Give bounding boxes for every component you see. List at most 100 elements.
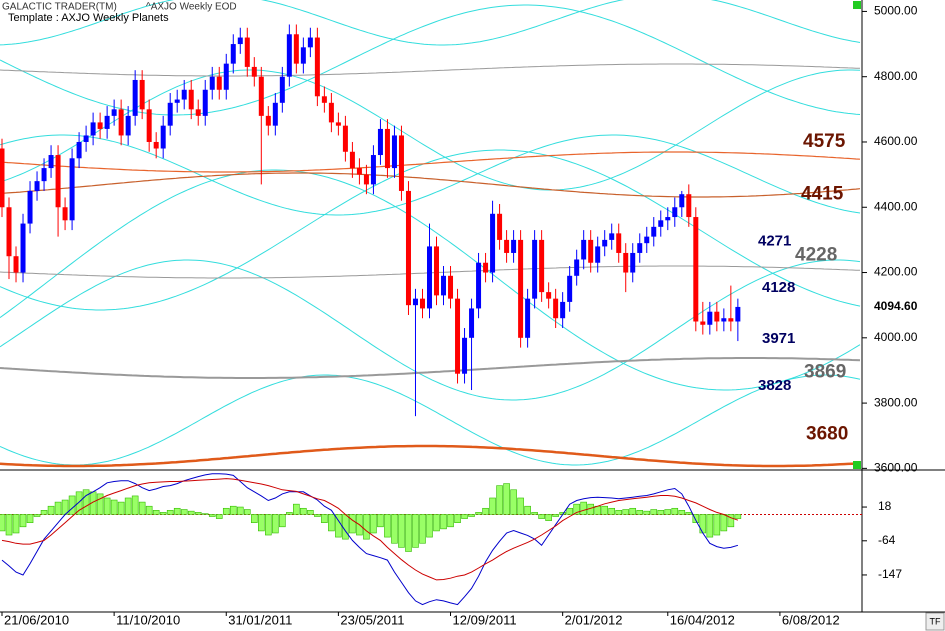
candle-body (118, 109, 124, 136)
level-label: 4575 (803, 131, 846, 152)
candle-body (125, 115, 131, 136)
histogram-bar (159, 512, 167, 515)
level-label: 3680 (806, 423, 848, 444)
histogram-bar (601, 505, 609, 515)
histogram-bar (349, 514, 356, 534)
candle-body (265, 115, 271, 126)
histogram-bar (33, 514, 41, 517)
histogram-bar (643, 510, 651, 515)
candle-body (153, 141, 159, 149)
x-tick-label: 12/09/2011 (453, 612, 517, 627)
histogram-bar (173, 507, 181, 515)
histogram-bar (117, 501, 125, 515)
histogram-bar (26, 514, 34, 523)
candle-body (609, 233, 615, 240)
histogram-bar (314, 514, 321, 517)
candle-body (665, 217, 671, 221)
header-app: GALACTIC TRADER(TM) (2, 2, 117, 13)
histogram-bar (510, 489, 517, 515)
candle-body (405, 190, 411, 306)
candle-body (139, 79, 145, 110)
y-tick-label: 4600.00 (874, 134, 918, 148)
candle-body (497, 213, 503, 240)
candle-body (55, 155, 61, 208)
candle-body (419, 298, 425, 309)
candle-body (511, 239, 517, 253)
candle-body (160, 125, 166, 149)
candle-body (518, 239, 524, 338)
x-tick-label: 6/08/2012 (782, 612, 840, 627)
histogram-bar (131, 495, 139, 515)
histogram-bar (664, 509, 672, 515)
level-label: 3869 (804, 362, 846, 383)
histogram-bar (47, 505, 55, 515)
histogram-bar (580, 501, 587, 515)
candle-body (111, 109, 117, 116)
candle-body (181, 89, 187, 100)
histogram-bar (720, 514, 728, 532)
candle-body (97, 122, 103, 129)
histogram-bar (426, 514, 433, 538)
histogram-bar (524, 505, 531, 515)
y-tick-label: 3800.00 (874, 395, 918, 409)
x-tick-label: 11/10/2010 (116, 612, 180, 627)
candle-body (104, 115, 110, 129)
candle-body (279, 76, 285, 103)
candle-body (69, 158, 75, 221)
candle-body (6, 207, 12, 257)
y-tick-label: 5000.00 (874, 4, 918, 18)
histogram-bar (692, 514, 700, 523)
candle-body (448, 275, 454, 299)
histogram-bar (96, 493, 104, 515)
histogram-bar (377, 514, 384, 528)
candle-body (532, 239, 538, 299)
histogram-bar (496, 485, 503, 515)
histogram-bar (468, 514, 475, 517)
histogram-bar (300, 507, 307, 515)
level-label: 4228 (795, 244, 837, 265)
candle-body (504, 239, 510, 253)
histogram-bar (82, 489, 90, 515)
histogram-bar (412, 514, 419, 548)
candle-body (41, 168, 47, 182)
candle-body (384, 128, 390, 169)
histogram-bar (40, 510, 48, 515)
histogram-bar (727, 514, 735, 528)
candle-body (700, 321, 706, 325)
candle-body (132, 79, 138, 116)
level-label: 4415 (801, 183, 844, 204)
candle-body (686, 194, 692, 218)
histogram-bar (545, 514, 552, 521)
candle-body (377, 128, 383, 156)
candle-body (188, 89, 194, 110)
histogram-bar (75, 491, 83, 515)
histogram-bar (461, 514, 468, 519)
candle-body (483, 262, 489, 273)
candle-body (363, 174, 369, 185)
histogram-bar (419, 514, 426, 544)
candle-body (300, 47, 306, 64)
histogram-bar (384, 514, 391, 538)
histogram-bar (573, 503, 580, 515)
candle-body (342, 125, 348, 152)
candle-body (546, 292, 552, 299)
candle-body (623, 252, 629, 273)
histogram-bar (482, 507, 489, 515)
candle-body (490, 213, 496, 273)
histogram-bar (293, 503, 300, 515)
histogram-bar (734, 514, 742, 519)
candle-body (567, 275, 573, 302)
candle-body (644, 236, 650, 244)
candle-body (370, 155, 376, 185)
x-tick-label: 23/05/2011 (340, 612, 404, 627)
candle-body (356, 168, 362, 175)
candle-body (714, 311, 720, 322)
histogram-bar (19, 514, 27, 528)
histogram-bar (5, 514, 13, 536)
y-tick-label: 4800.00 (874, 69, 918, 83)
histogram-bar (145, 505, 153, 515)
histogram-bar (12, 514, 20, 534)
histogram-bar (286, 512, 293, 515)
planet-curve (0, 357, 861, 379)
